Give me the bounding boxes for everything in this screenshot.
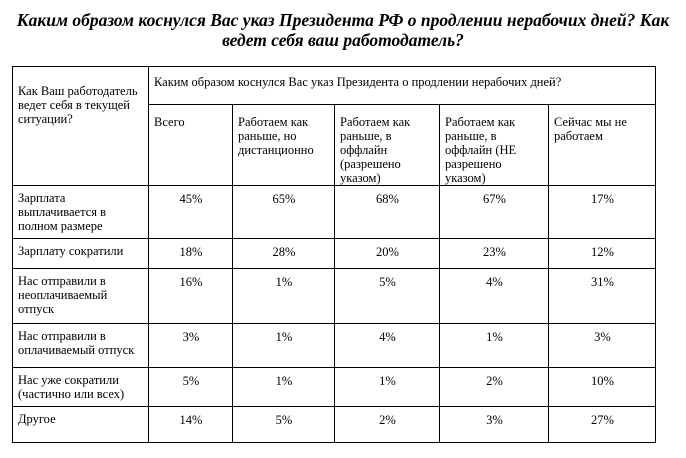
table-cell: 67% xyxy=(439,185,549,239)
row-label: Другое xyxy=(12,406,149,443)
table-cell: 1% xyxy=(334,367,440,407)
table-cell: 45% xyxy=(148,185,233,239)
column-header: Работаем как раньше, в оффлайн (разрешен… xyxy=(334,104,440,186)
table-row: Нас отправили в неоплачиваемый отпуск 16… xyxy=(12,268,656,324)
table-cell: 14% xyxy=(148,406,233,443)
document-title: Каким образом коснулся Вас указ Президен… xyxy=(16,10,670,50)
table-cell: 1% xyxy=(232,268,335,324)
table-row: Нас отправили в оплачиваемый отпуск 3% 1… xyxy=(12,323,656,368)
row-label: Зарплату сократили xyxy=(12,238,149,269)
table-cell: 27% xyxy=(548,406,656,443)
table-row: Зарплата выплачивается в полном размере … xyxy=(12,185,656,239)
table-cell: 65% xyxy=(232,185,335,239)
table-cell: 4% xyxy=(334,323,440,368)
table-cell: 4% xyxy=(439,268,549,324)
table-cell: 1% xyxy=(232,367,335,407)
table-cell: 1% xyxy=(439,323,549,368)
row-label: Нас отправили в неоплачиваемый отпуск xyxy=(12,268,149,324)
column-header: Всего xyxy=(148,104,233,186)
table-cell: 1% xyxy=(232,323,335,368)
row-label: Нас уже сократили (частично или всех) xyxy=(12,367,149,407)
table-cell: 20% xyxy=(334,238,440,269)
table-cell: 68% xyxy=(334,185,440,239)
column-header: Работаем как раньше, в оффлайн (НЕ разре… xyxy=(439,104,549,186)
table-cell: 3% xyxy=(148,323,233,368)
table-cell: 31% xyxy=(548,268,656,324)
column-header: Сейчас мы не работаем xyxy=(548,104,656,186)
table-cell: 12% xyxy=(548,238,656,269)
corner-header: Как Ваш работодатель ведет себя в текуще… xyxy=(12,66,149,186)
table-cell: 3% xyxy=(439,406,549,443)
column-header: Работаем как раньше, но дистанционно xyxy=(232,104,335,186)
table-cell: 16% xyxy=(148,268,233,324)
corner-header-text: Как Ваш работодатель ведет себя в текуще… xyxy=(18,84,138,126)
group-header: Каким образом коснулся Вас указ Президен… xyxy=(148,66,656,105)
table-cell: 17% xyxy=(548,185,656,239)
table-cell: 2% xyxy=(439,367,549,407)
table-cell: 3% xyxy=(548,323,656,368)
table-cell: 5% xyxy=(334,268,440,324)
table-cell: 5% xyxy=(232,406,335,443)
survey-table: Как Ваш работодатель ведет себя в текуще… xyxy=(12,66,656,443)
table-cell: 10% xyxy=(548,367,656,407)
table-cell: 18% xyxy=(148,238,233,269)
table-row: Другое 14% 5% 2% 3% 27% xyxy=(12,406,656,443)
table-cell: 23% xyxy=(439,238,549,269)
table-cell: 2% xyxy=(334,406,440,443)
table-row: Зарплату сократили 18% 28% 20% 23% 12% xyxy=(12,238,656,269)
table-cell: 5% xyxy=(148,367,233,407)
row-label: Зарплата выплачивается в полном размере xyxy=(12,185,149,239)
table-cell: 28% xyxy=(232,238,335,269)
table-row: Нас уже сократили (частично или всех) 5%… xyxy=(12,367,656,407)
row-label: Нас отправили в оплачиваемый отпуск xyxy=(12,323,149,368)
